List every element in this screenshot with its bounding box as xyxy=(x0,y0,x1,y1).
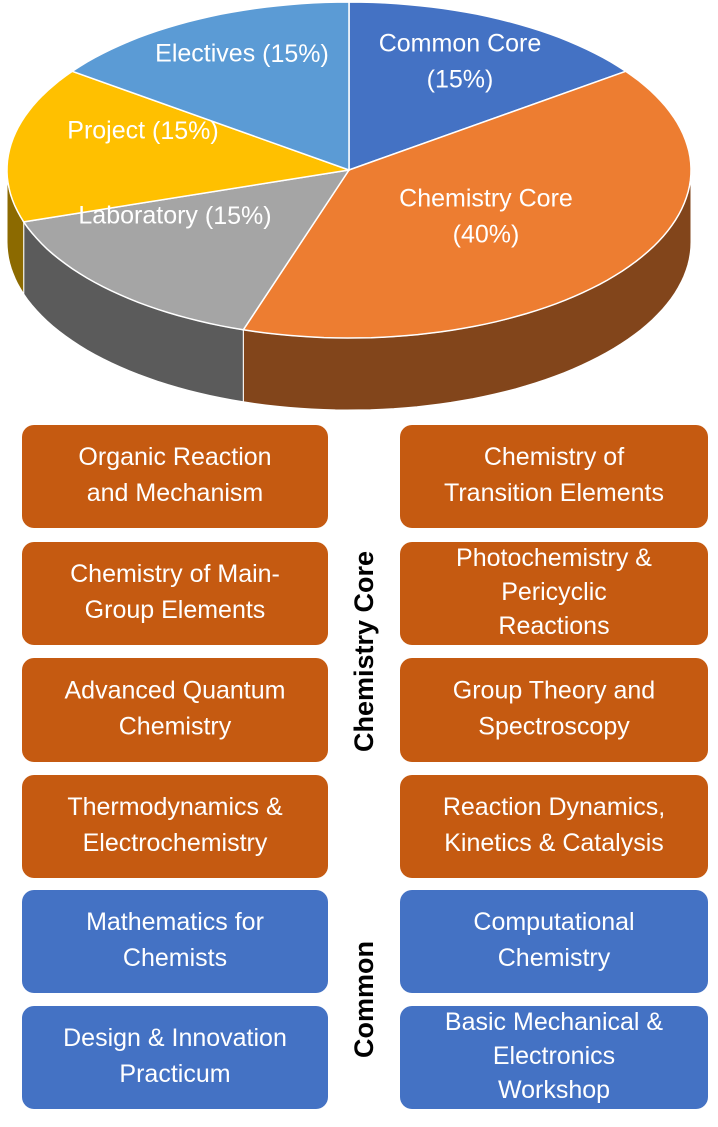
slice-value-label: (15%) xyxy=(198,202,272,230)
course-name: and Mechanism xyxy=(87,479,263,507)
course-box xyxy=(22,775,328,878)
course-box xyxy=(400,890,708,993)
slice-label: Chemistry Core xyxy=(399,185,573,213)
course-box xyxy=(400,1006,708,1109)
course-name: Pericyclic xyxy=(501,578,607,606)
course-name: Chemistry xyxy=(119,713,232,741)
course-box xyxy=(400,425,708,528)
slice-label: Electives (15%) xyxy=(155,40,329,68)
course-name: Basic Mechanical & xyxy=(445,1008,663,1036)
slice-label: Laboratory (15%) xyxy=(78,202,271,230)
slice-value-label: (40%) xyxy=(453,221,520,249)
course-name: Chemistry of xyxy=(484,443,624,471)
course-box xyxy=(22,658,328,762)
course-box xyxy=(22,1006,328,1109)
pie-slice xyxy=(6,70,350,223)
course-name: Advanced Quantum xyxy=(65,677,286,705)
course-name: Photochemistry & xyxy=(456,544,652,572)
slice-label: Project (15%) xyxy=(67,117,218,145)
course-name: Mathematics for xyxy=(86,908,264,936)
course-name: Thermodynamics & xyxy=(67,793,283,821)
course-name: Kinetics & Catalysis xyxy=(444,829,664,857)
course-name: Organic Reaction xyxy=(78,443,271,471)
course-name: Chemistry xyxy=(498,944,611,972)
group-label: Common xyxy=(349,941,379,1058)
course-box xyxy=(400,775,708,878)
course-name: Spectroscopy xyxy=(478,713,630,741)
course-name: Group Elements xyxy=(85,596,266,624)
course-name: Reaction Dynamics, xyxy=(443,793,665,821)
course-box xyxy=(22,425,328,528)
course-name: Electrochemistry xyxy=(83,829,268,857)
pie-slice xyxy=(70,1,350,172)
group-label: Chemistry Core xyxy=(349,551,379,752)
slice-value-label: (15%) xyxy=(427,66,494,94)
slice-label: Common Core xyxy=(379,30,542,58)
pie-slice xyxy=(22,168,351,331)
course-name: Group Theory and xyxy=(453,677,655,705)
course-name: Computational xyxy=(473,908,634,936)
course-box xyxy=(400,658,708,762)
course-name: Chemists xyxy=(123,944,227,972)
course-name: Transition Elements xyxy=(444,479,664,507)
course-box xyxy=(22,542,328,645)
course-name: Workshop xyxy=(498,1076,610,1104)
pie-slice xyxy=(348,1,628,172)
slice-value-label: (15%) xyxy=(255,40,329,68)
course-box xyxy=(400,542,708,645)
course-name: Chemistry of Main- xyxy=(70,560,280,588)
course-name: Design & Innovation xyxy=(63,1024,287,1052)
course-name: Electronics xyxy=(493,1042,615,1070)
course-name: Reactions xyxy=(498,612,609,640)
course-name: Practicum xyxy=(119,1060,230,1088)
pie-slice xyxy=(242,70,692,339)
course-box xyxy=(22,890,328,993)
slice-value-label: (15%) xyxy=(145,117,219,145)
